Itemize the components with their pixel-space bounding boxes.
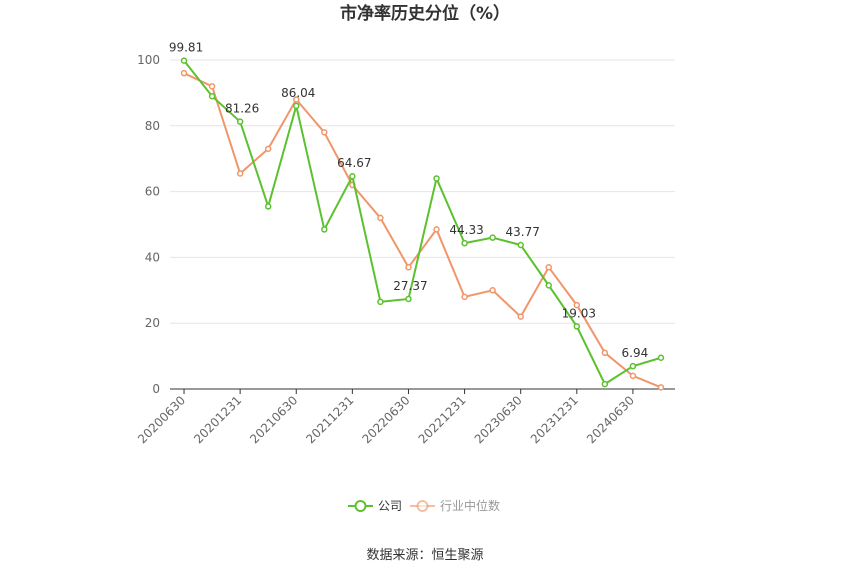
data-point — [489, 234, 496, 241]
legend-marker — [354, 500, 367, 512]
series-layer — [180, 57, 665, 391]
legend-item-1[interactable]: 行业中位数 — [410, 498, 500, 513]
x-tick-label: 20240630 — [584, 393, 637, 446]
data-label: 99.81 — [169, 41, 203, 55]
y-tick-label: 40 — [145, 250, 160, 264]
data-point — [236, 170, 244, 177]
x-tick-label: 20221231 — [416, 393, 469, 446]
y-tick-label: 100 — [137, 53, 160, 67]
data-point — [601, 349, 609, 357]
data-label: 27.37 — [393, 279, 427, 293]
x-tick-label: 20220630 — [360, 393, 413, 446]
data-point — [236, 118, 244, 125]
data-point — [321, 129, 328, 136]
data-point — [545, 264, 552, 271]
data-point — [180, 57, 188, 64]
data-label: 44.33 — [449, 223, 483, 237]
data-point — [293, 96, 300, 103]
data-point — [461, 293, 468, 301]
data-label: 64.67 — [337, 156, 371, 170]
data-point — [629, 372, 637, 380]
data-label: 43.77 — [506, 225, 540, 239]
data-point — [629, 362, 637, 370]
data-point — [601, 380, 609, 388]
grid — [170, 59, 675, 324]
x-tick-label: 20230630 — [472, 393, 525, 446]
data-point — [545, 282, 552, 289]
data-point — [208, 83, 216, 90]
data-point — [405, 295, 412, 303]
data-point — [657, 384, 665, 391]
x-tick-label: 20200630 — [135, 393, 188, 446]
data-point — [377, 298, 384, 306]
data-point — [657, 354, 665, 361]
x-tick-label: 20201231 — [191, 393, 244, 446]
data-point — [321, 226, 328, 233]
legend-label: 行业中位数 — [440, 498, 500, 513]
x-tick-label: 20211231 — [303, 393, 356, 446]
data-point — [349, 172, 356, 180]
x-tick-label: 20231231 — [528, 393, 581, 446]
y-tick-label: 60 — [145, 185, 160, 199]
chart-title: 市净率历史分位（%） — [340, 3, 510, 24]
legend-marker — [416, 500, 429, 512]
data-point — [433, 175, 440, 182]
data-point — [517, 313, 524, 320]
data-point — [433, 226, 440, 233]
x-tick-label: 20210630 — [247, 393, 300, 446]
data-point — [573, 323, 581, 330]
data-point — [573, 301, 581, 309]
y-tick-label: 80 — [145, 119, 160, 133]
legend[interactable]: 公司 行业中位数 — [348, 498, 500, 513]
data-point — [377, 214, 384, 222]
data-point — [180, 69, 188, 77]
data-point — [208, 92, 216, 100]
y-tick-label: 0 — [152, 382, 160, 396]
series-line-1 — [183, 72, 662, 389]
data-label: 81.26 — [225, 102, 259, 116]
data-labels: 99.81 81.26 86.04 64.67 27.37 44.33 43.77 19.03… — [169, 41, 648, 361]
data-point — [461, 239, 468, 247]
series-line-0 — [183, 60, 662, 386]
legend-label: 公司 — [378, 499, 402, 513]
y-tick-label: 20 — [145, 316, 160, 330]
legend-item-0[interactable]: 公司 — [348, 499, 402, 513]
data-point — [264, 203, 272, 210]
data-source: 数据来源：恒生聚源 — [366, 548, 483, 563]
data-point — [489, 287, 496, 294]
data-point — [264, 145, 272, 153]
axes: 0 20 40 60 80 100 20200630 20201231 20210630 2021… — [135, 53, 675, 446]
data-label: 86.04 — [281, 86, 315, 100]
data-point — [517, 241, 524, 249]
data-point — [293, 102, 300, 110]
data-label: 6.94 — [622, 346, 649, 360]
data-label: 19.03 — [562, 306, 596, 320]
data-point — [405, 264, 412, 271]
